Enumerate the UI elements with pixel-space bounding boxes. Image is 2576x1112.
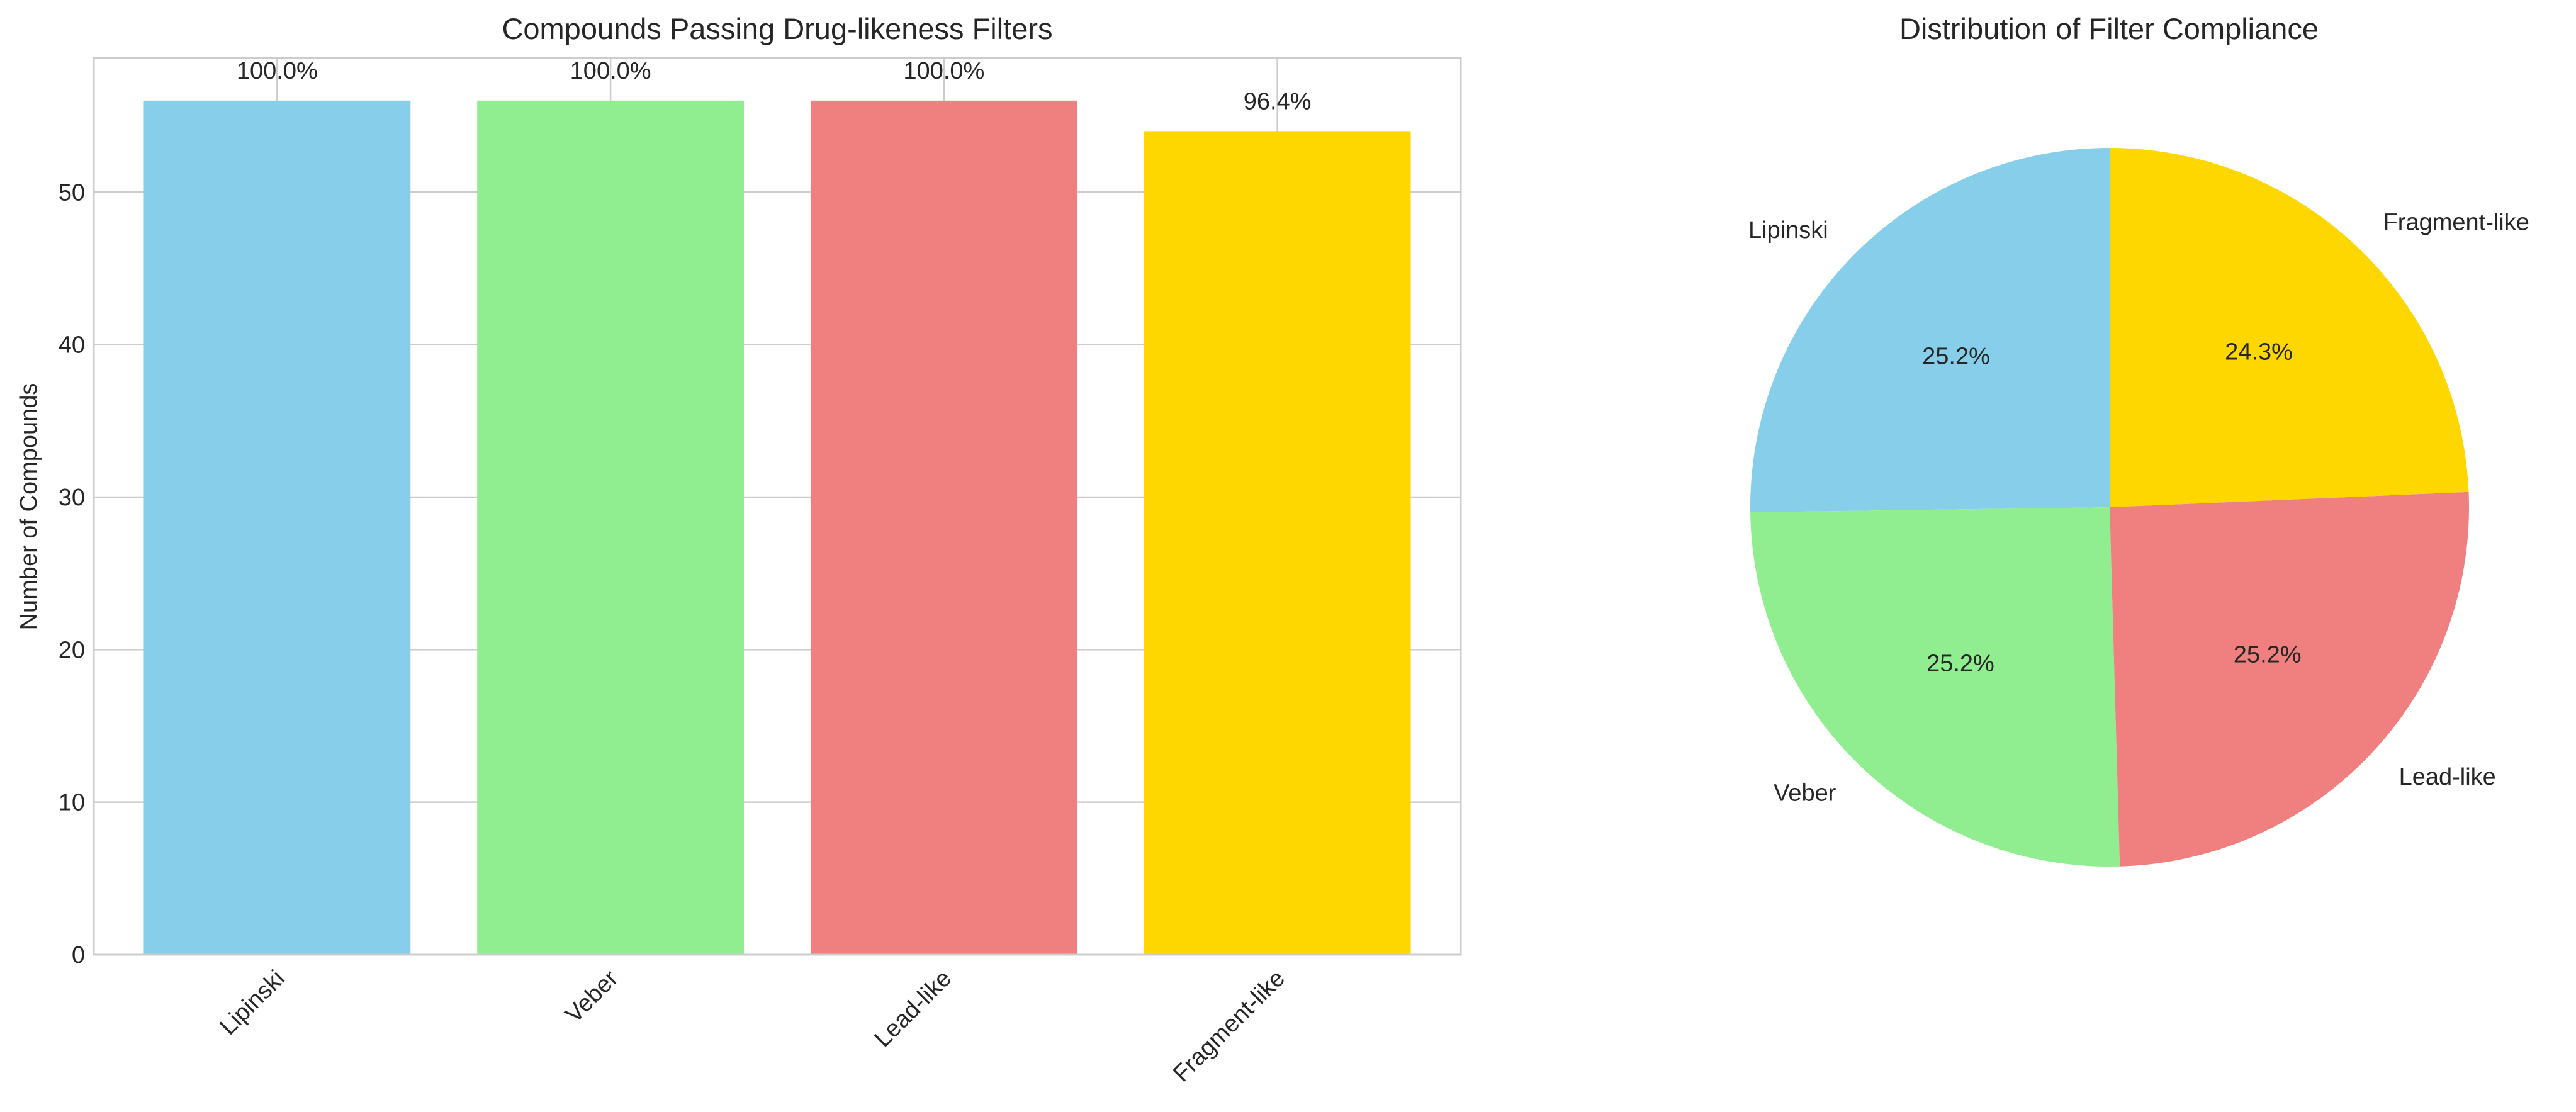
pie-chart-title: Distribution of Filter Compliance [1899, 12, 2319, 45]
y-tick-label: 10 [59, 790, 85, 816]
bar-data-label: 100.0% [570, 58, 651, 84]
pie-chart-slices [1750, 148, 2469, 867]
y-tick-label: 40 [59, 332, 85, 359]
y-tick-label: 30 [59, 485, 85, 511]
bar-chart-frame [93, 57, 1462, 956]
pie-percent-label: 25.2% [1922, 343, 1990, 369]
bar-data-label: 100.0% [903, 58, 984, 84]
y-tick-label: 50 [59, 179, 85, 206]
pie-category-label: Lipinski [1748, 217, 1828, 244]
bar-chart-title: Compounds Passing Drug-likeness Filters [502, 12, 1052, 45]
pie-slice-lipinski [1750, 148, 2110, 513]
bar-chart-bars [143, 100, 1411, 955]
bar-chart: Compounds Passing Drug-likeness Filters … [16, 12, 1462, 1087]
bar-chart-data-labels: 100.0% 100.0% 100.0% 96.4% [237, 58, 1312, 115]
pie-chart: Distribution of Filter Compliance 25.2% L… [1748, 12, 2529, 867]
pie-category-label: Fragment-like [2383, 210, 2529, 236]
bar-lead-like [810, 100, 1077, 955]
bar-data-label: 96.4% [1244, 88, 1312, 115]
pie-percent-label: 25.2% [2234, 642, 2302, 668]
bar-lipinski [143, 100, 411, 955]
bar-chart-y-ticks: 0 10 20 30 40 50 [59, 179, 85, 969]
bar-chart-y-axis-label: Number of Compounds [16, 383, 42, 631]
y-tick-label: 0 [72, 942, 85, 969]
pie-category-label: Veber [1774, 780, 1836, 806]
pie-slice-veber [1750, 507, 2120, 867]
y-tick-label: 20 [59, 637, 85, 663]
bar-fragment-like [1144, 131, 1411, 955]
pie-slice-fragment-like [2110, 148, 2469, 507]
pie-percent-label: 24.3% [2225, 339, 2293, 366]
bar-data-label: 100.0% [237, 58, 318, 84]
pie-chart-labels: 25.2% Lipinski 25.2% Veber 25.2% Lead-like 24.… [1748, 210, 2529, 807]
pie-percent-label: 25.2% [1926, 650, 1994, 677]
pie-category-label: Lead-like [2399, 764, 2496, 790]
pie-slice-lead-like [2110, 491, 2469, 867]
bar-veber [477, 100, 745, 955]
